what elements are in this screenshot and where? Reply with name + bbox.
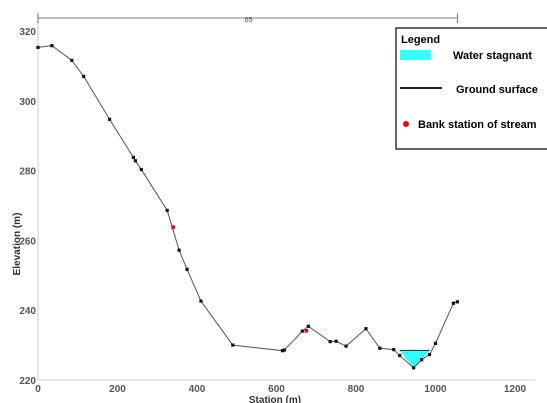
ground-vertex-marker xyxy=(280,349,285,353)
dimension-annotation: .65 xyxy=(37,13,458,24)
x-tick-label: 1000 xyxy=(424,384,447,395)
y-tick-label: 320 xyxy=(19,27,36,38)
ground-surface-line xyxy=(37,45,458,369)
ground-surface-layer xyxy=(36,44,459,370)
ground-vertex-marker xyxy=(177,248,181,252)
legend-label-bank: Bank station of stream xyxy=(418,119,537,131)
ground-vertex-marker xyxy=(306,324,310,328)
legend-label-water: Water stagnant xyxy=(453,50,532,62)
y-tick-label: 300 xyxy=(19,97,36,108)
y-tick-label: 240 xyxy=(19,306,36,317)
y-tick-label: 260 xyxy=(19,236,36,247)
ground-vertex-marker xyxy=(451,301,455,305)
ground-vertex-marker xyxy=(70,58,74,62)
y-tick-label: 220 xyxy=(19,376,36,387)
y-tick-label: 280 xyxy=(19,167,36,178)
legend-title: Legend xyxy=(401,34,440,46)
legend-water-swatch xyxy=(400,50,431,60)
ground-vertex-marker xyxy=(282,348,287,352)
x-tick-labels: 0 200 400 600 800 1000 1200 xyxy=(35,384,526,395)
ground-vertex-marker xyxy=(455,300,459,304)
chart-axes xyxy=(37,14,535,381)
bank-station-marker xyxy=(171,225,175,229)
ground-vertex-marker xyxy=(133,159,137,163)
ground-vertex-marker xyxy=(398,353,402,358)
x-tick-label: 400 xyxy=(189,384,206,395)
y-axis-title: Elevation (m) xyxy=(12,213,23,276)
x-tick-label: 800 xyxy=(348,384,365,395)
bank-station-layer xyxy=(171,225,309,333)
ground-vertex-marker xyxy=(107,117,112,121)
ground-vertex-marker xyxy=(378,346,382,350)
ground-vertex-marker xyxy=(433,341,438,345)
ground-vertex-marker xyxy=(412,366,416,370)
legend-label-ground: Ground surface xyxy=(456,84,538,96)
ground-vertex-marker xyxy=(82,74,86,78)
ground-vertex-marker xyxy=(231,343,235,347)
ground-vertex-marker xyxy=(300,329,304,333)
legend: Legend Water stagnant Ground surface Ban… xyxy=(395,27,547,150)
legend-bank-swatch xyxy=(403,121,409,127)
x-tick-label: 200 xyxy=(109,384,126,395)
ground-vertex-marker xyxy=(392,348,396,352)
ground-vertex-marker xyxy=(131,155,135,159)
ground-vertex-marker xyxy=(334,339,338,343)
ground-vertex-marker xyxy=(185,267,189,271)
ground-vertex-marker xyxy=(36,45,40,50)
ground-vertex-marker xyxy=(165,208,169,212)
ground-vertex-marker xyxy=(419,358,424,362)
x-tick-label: 0 xyxy=(35,384,41,395)
bank-station-marker xyxy=(304,328,309,333)
ground-vertex-marker xyxy=(364,327,368,331)
ground-vertex-marker xyxy=(344,344,348,348)
y-tick-labels: 220 240 260 280 300 320 xyxy=(19,27,36,387)
x-tick-label: 600 xyxy=(268,384,285,395)
ground-vertex-marker xyxy=(50,44,54,48)
x-tick-label: 1200 xyxy=(504,384,527,395)
x-axis-title: Station (m) xyxy=(249,395,301,403)
dimension-label: .65 xyxy=(243,17,253,24)
ground-vertex-marker xyxy=(427,352,432,357)
ground-vertex-marker xyxy=(199,299,203,303)
ground-vertex-marker xyxy=(328,340,332,344)
ground-vertex-marker xyxy=(139,167,143,172)
